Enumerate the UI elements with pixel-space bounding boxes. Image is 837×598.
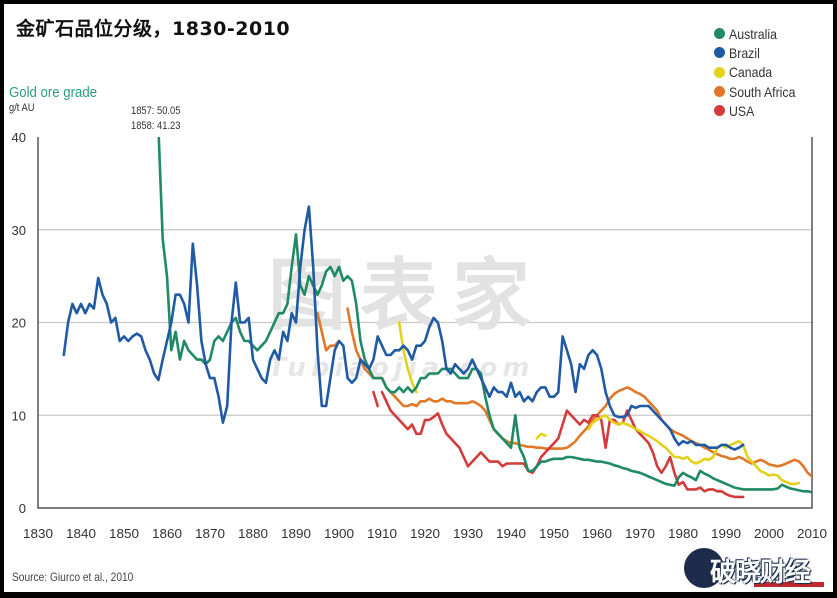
source-note: Source: Giurco et al., 2010	[12, 570, 134, 584]
watermark-text: 图表家	[268, 251, 544, 341]
series-line-south-africa	[346, 307, 812, 478]
chart-frame	[4, 4, 833, 592]
watermark-subtext: Tubiaojia.com	[268, 353, 534, 383]
legend-item-usa: USA	[714, 101, 805, 120]
annotation-1858: 1858: 41.23	[131, 120, 181, 132]
legend-item-australia: Australia	[714, 24, 805, 43]
legend-item-canada: Canada	[714, 63, 805, 82]
y-axis-unit: g/t AU	[9, 102, 35, 114]
y-tick-label: 20	[12, 316, 26, 331]
legend-item-brazil: Brazil	[714, 43, 805, 62]
series-line-south-africa	[316, 311, 341, 352]
x-tick-label: 1980	[668, 527, 698, 541]
y-tick-label: 30	[12, 223, 26, 238]
x-tick-label: 1850	[109, 527, 139, 541]
x-tick-label: 1920	[410, 527, 440, 541]
brand-emblem-icon	[684, 548, 724, 588]
x-tick-label: 1930	[453, 527, 483, 541]
x-tick-label: 1840	[66, 527, 96, 541]
series-line-usa	[372, 390, 379, 408]
x-tick-label: 1880	[238, 527, 268, 541]
chart-title: 金矿石品位分级，1830-2010	[16, 18, 291, 40]
y-tick-label: 0	[19, 501, 26, 516]
x-tick-label: 1890	[281, 527, 311, 541]
x-tick-label: 2010	[797, 527, 827, 541]
south-africa-swatch-icon	[714, 86, 725, 98]
y-axis-label: Gold ore grade	[9, 84, 98, 101]
x-tick-label: 1970	[625, 527, 655, 541]
y-tick-label: 40	[12, 130, 26, 145]
x-tick-label: 1910	[367, 527, 397, 541]
axes-frame	[37, 137, 813, 509]
brand-logo: 破晓财经	[672, 548, 832, 592]
series-line-canada	[587, 414, 801, 486]
brand-underline	[754, 582, 824, 587]
usa-swatch-icon	[714, 105, 725, 117]
series-line-canada	[397, 321, 418, 394]
x-tick-label: 1940	[496, 527, 526, 541]
brazil-swatch-icon	[714, 47, 725, 59]
legend: Australia Brazil Canada South Africa USA	[714, 24, 805, 120]
series-line-brazil	[62, 205, 745, 451]
x-tick-label: 1900	[324, 527, 354, 541]
series-line-canada	[535, 432, 547, 440]
x-tick-label: 2000	[754, 527, 784, 541]
x-tick-label: 1860	[152, 527, 182, 541]
x-tick-label: 1990	[711, 527, 741, 541]
annotation-1857: 1857: 50.05	[131, 105, 181, 117]
x-tick-label: 1870	[195, 527, 225, 541]
brand-text: 破晓财经	[710, 558, 811, 588]
x-tick-label: 1950	[539, 527, 569, 541]
canada-swatch-icon	[714, 66, 725, 78]
y-tick-label: 10	[12, 408, 26, 423]
x-tick-label: 1830	[23, 527, 53, 541]
x-tick-label: 1960	[582, 527, 612, 541]
series-line-usa	[380, 390, 745, 499]
australia-swatch-icon	[714, 28, 725, 40]
legend-item-south-africa: South Africa	[714, 82, 805, 101]
